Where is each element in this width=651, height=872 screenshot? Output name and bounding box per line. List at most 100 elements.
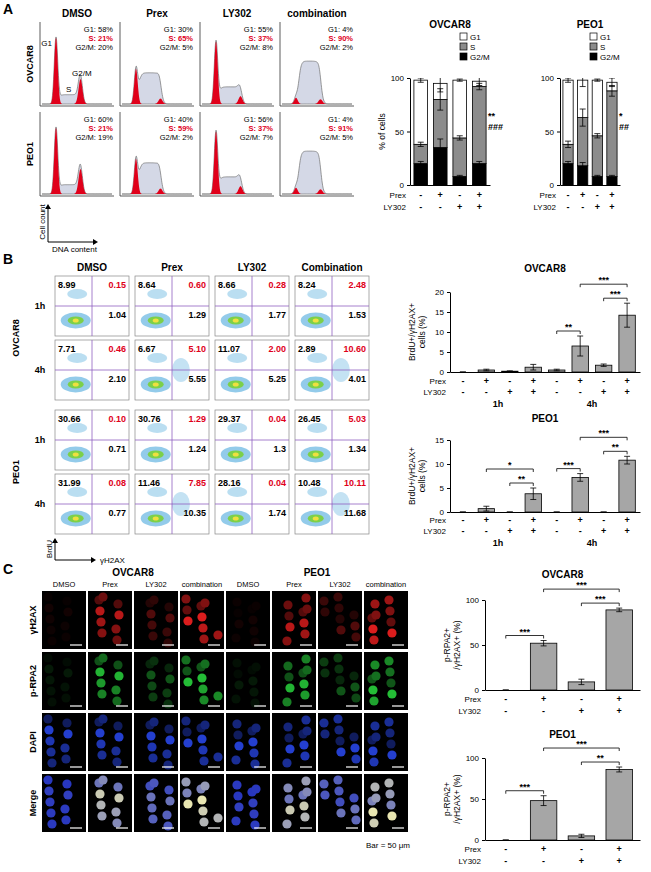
y-axis: 050100: [466, 754, 486, 845]
error-bar: [578, 834, 584, 837]
nucleus: [146, 670, 155, 679]
axis-label: BrdU: [45, 540, 54, 558]
histogram-axis: [280, 112, 281, 196]
histogram-axis: [120, 106, 194, 107]
nucleus: [149, 595, 158, 604]
treatment-sign: -: [485, 387, 488, 397]
nucleus: [213, 813, 222, 822]
nucleus: [200, 720, 209, 729]
nucleus: [350, 682, 359, 691]
cell-cluster: [221, 376, 251, 392]
error-bar: [457, 136, 463, 140]
nucleus: [387, 628, 396, 637]
quadrant-percent: 0.71: [108, 444, 126, 454]
nucleus: [213, 691, 222, 700]
nucleus: [368, 746, 377, 755]
treatment-label: Prex: [390, 191, 406, 200]
cell-cluster: [73, 382, 79, 386]
significance: *: [508, 460, 512, 470]
nucleus: [163, 760, 172, 769]
image-background: [88, 713, 132, 771]
nucleus: [148, 814, 157, 823]
nucleus: [386, 678, 395, 687]
micrograph: [42, 713, 86, 771]
treatment-label: LY302: [383, 203, 406, 212]
nucleus: [351, 632, 360, 641]
y-tick: 10: [435, 460, 450, 469]
cell-cluster: [148, 380, 164, 388]
quadrant-percent: 11.68: [344, 508, 366, 518]
nucleus: [387, 811, 396, 820]
nucleus: [95, 728, 104, 737]
tick-mark: [447, 440, 450, 441]
group-header: PEO1: [304, 567, 331, 578]
nucleus: [163, 821, 172, 830]
histogram-axis: [200, 196, 274, 197]
error-bar: [565, 78, 571, 82]
cell-cluster: [307, 423, 327, 433]
treatment-sign: +: [624, 387, 629, 397]
y-axis-title: cells (%): [417, 460, 427, 493]
image-background: [364, 591, 408, 649]
histogram: [200, 22, 274, 106]
tick-mark: [447, 312, 450, 313]
bar: [530, 801, 556, 840]
nucleus: [60, 743, 69, 752]
treatment-label: Prex: [465, 695, 481, 704]
histogram-axis: [280, 196, 354, 197]
nucleus: [165, 613, 174, 622]
nucleus: [162, 627, 171, 636]
bar-segment: [607, 91, 617, 177]
nucleus: [320, 729, 329, 738]
nucleus: [300, 690, 309, 699]
bar-chart: PEO1051015Prex-+-+-+-+LY302--++--++1h4h*…: [407, 413, 641, 548]
bar-segment: [592, 136, 602, 177]
nucleus: [183, 738, 192, 747]
nucleus: [234, 741, 243, 750]
axis-label: DNA content: [52, 245, 98, 254]
cell-cluster: [67, 487, 87, 497]
treatment-sign: -: [555, 526, 558, 536]
error-bar: [616, 767, 622, 772]
plot-frame: [135, 340, 209, 400]
chart-title: OVCAR8: [542, 569, 584, 580]
flow-plot: [295, 340, 369, 400]
nucleus: [333, 775, 342, 784]
quadrant-percent: 8.99: [58, 280, 76, 290]
peak-label: S: [66, 85, 71, 94]
histogram-axis: [40, 106, 114, 107]
bar: [549, 370, 565, 372]
quadrant-percent: 11.07: [218, 344, 240, 354]
cell-cluster: [227, 487, 247, 497]
image-background: [180, 591, 224, 649]
y-axis: 050100: [391, 74, 411, 190]
treatment-sign: +: [531, 526, 536, 536]
nucleus: [248, 615, 257, 624]
micrograph: [134, 591, 178, 649]
y-axis-line: [560, 79, 561, 186]
phase-percent: G2/M: 20%: [75, 43, 113, 52]
group-label: 1h: [493, 538, 504, 548]
cell-cluster: [68, 316, 84, 324]
bar-segment: [453, 138, 467, 177]
tick-mark: [447, 352, 450, 353]
micrograph: [318, 652, 362, 710]
nucleus: [351, 754, 360, 763]
nucleus: [333, 592, 342, 601]
nucleus: [335, 614, 344, 623]
nucleus: [231, 694, 240, 703]
nucleus: [336, 686, 345, 695]
nucleus: [299, 740, 308, 749]
nucleus: [45, 797, 54, 806]
bar: [595, 512, 611, 513]
scale-bar: [346, 827, 358, 828]
significance: ***: [598, 428, 609, 438]
histogram-axis: [200, 22, 201, 106]
error-bar: [460, 372, 466, 373]
cell-cluster: [313, 516, 319, 520]
cell-cluster: [307, 289, 327, 299]
nucleus: [234, 619, 243, 628]
y-tick: 15: [435, 436, 450, 445]
panel-label: C: [3, 561, 13, 577]
treatment-sign: +: [507, 387, 512, 397]
